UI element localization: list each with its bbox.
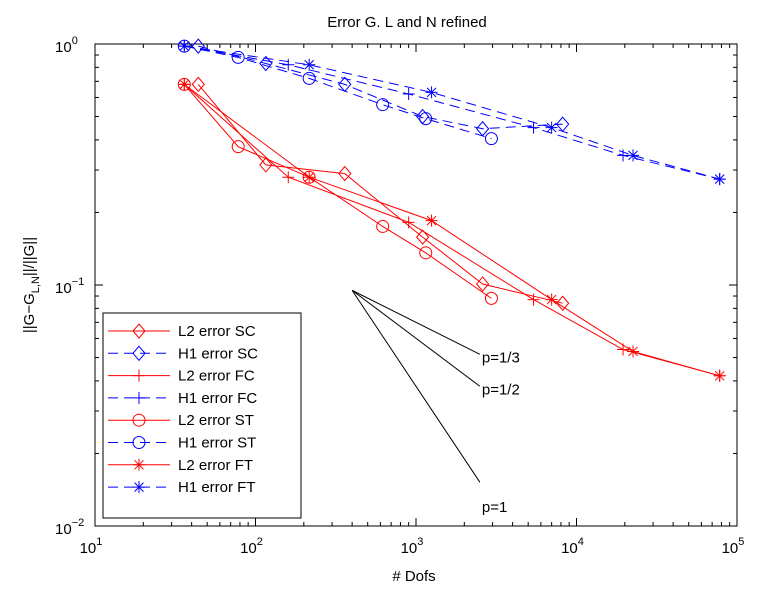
legend-label: L2 error ST [178,412,254,429]
data-point [231,50,245,64]
legend-marker [132,413,146,427]
series-8 [178,40,726,186]
slope-triangle: p=1/3 p=1/2 p=1 [351,289,520,516]
data-point [713,173,726,186]
legend: L2 error SC H1 error SC L2 error FC H1 erro… [102,312,302,519]
legend-item: L2 error ST [108,412,254,429]
legend-item: H1 error ST [108,435,256,452]
slope-line [351,289,481,387]
legend-label: L2 error FT [178,457,253,474]
slope-label: p=1/3 [482,349,520,366]
series-line [184,45,492,140]
series-line [183,84,720,377]
legend-item: L2 error FC [108,368,255,385]
series-1 [191,76,570,312]
legend-item: H1 error SC [108,345,258,362]
data-point [338,165,352,182]
data-point [259,157,273,173]
data-point [484,291,498,305]
data-point [282,58,295,71]
legend-marker [132,323,146,339]
y-tick-label: 100 [55,35,78,56]
series-7 [178,78,726,382]
data-point [376,98,390,112]
legend-marker [132,436,146,449]
data-point [282,171,295,184]
slope-label: p=1/2 [482,381,520,398]
data-point [425,214,438,227]
legend-item: H1 error FT [108,479,256,496]
data-point [627,345,640,358]
x-tick-label: 103 [401,536,424,557]
series-line [184,45,720,180]
y-axis-label: ||G−GL,N||/||G|| [21,237,42,333]
legend-label: L2 error SC [178,323,256,340]
data-point [303,58,316,71]
axis-ticks [94,43,738,527]
y-axis-label-subscript: L,N [30,276,42,293]
legend-item: H1 error FC [108,390,257,407]
data-point [402,88,415,101]
legend-marker [132,345,146,362]
data-point [545,293,558,306]
series-line [183,84,492,299]
data-point [191,38,205,54]
legend-marker [133,458,145,471]
legend-item: L2 error FT [108,457,253,474]
series-layer [177,38,726,382]
data-point [419,246,433,260]
data-point [627,149,640,162]
slope-line [351,289,481,355]
data-point [303,171,316,184]
x-tick-label: 104 [561,536,584,557]
data-point [376,219,390,233]
slope-label: p=1 [482,499,507,516]
data-point [415,229,430,245]
legend-item: L2 error SC [108,323,256,340]
data-point [178,40,191,53]
y-tick-label: 10−2 [55,517,84,538]
data-point [556,295,570,312]
data-point [527,121,540,134]
data-point [545,121,558,134]
legend-marker [133,369,145,382]
data-point [178,78,191,91]
legend-label: H1 error ST [178,435,256,452]
series-line [197,84,563,304]
series-line [184,45,720,180]
data-point [419,112,433,126]
legend-marker [133,481,145,494]
y-axis-label-rest: ||/||G|| [21,237,38,276]
legend-label: H1 error FT [178,479,256,496]
data-point [425,86,438,99]
legend-label: H1 error FC [178,390,257,407]
data-point [231,140,245,154]
data-point [484,132,498,146]
y-tick-label: 10−1 [55,276,84,297]
axis-tick-labels: 101 102 103 104 105 10−2 10−1 100 [55,35,744,557]
data-point [402,216,415,229]
data-point [713,369,726,382]
legend-label: H1 error SC [178,345,258,362]
y-axis-label-main: ||G−G [21,293,38,333]
data-point [302,71,316,85]
series-5 [177,77,498,305]
x-tick-label: 102 [240,536,263,557]
series-line [198,45,563,130]
data-point [527,293,540,306]
data-point [191,76,205,93]
legend-label: L2 error FC [178,368,255,385]
data-point [475,276,490,292]
x-axis-label: # Dofs [392,568,435,585]
x-tick-label: 105 [722,536,745,557]
series-line [184,83,720,377]
slope-line [351,290,481,483]
chart-title: Error G. L and N refined [327,14,487,31]
legend-marker [133,391,145,404]
x-tick-label: 101 [80,536,103,557]
